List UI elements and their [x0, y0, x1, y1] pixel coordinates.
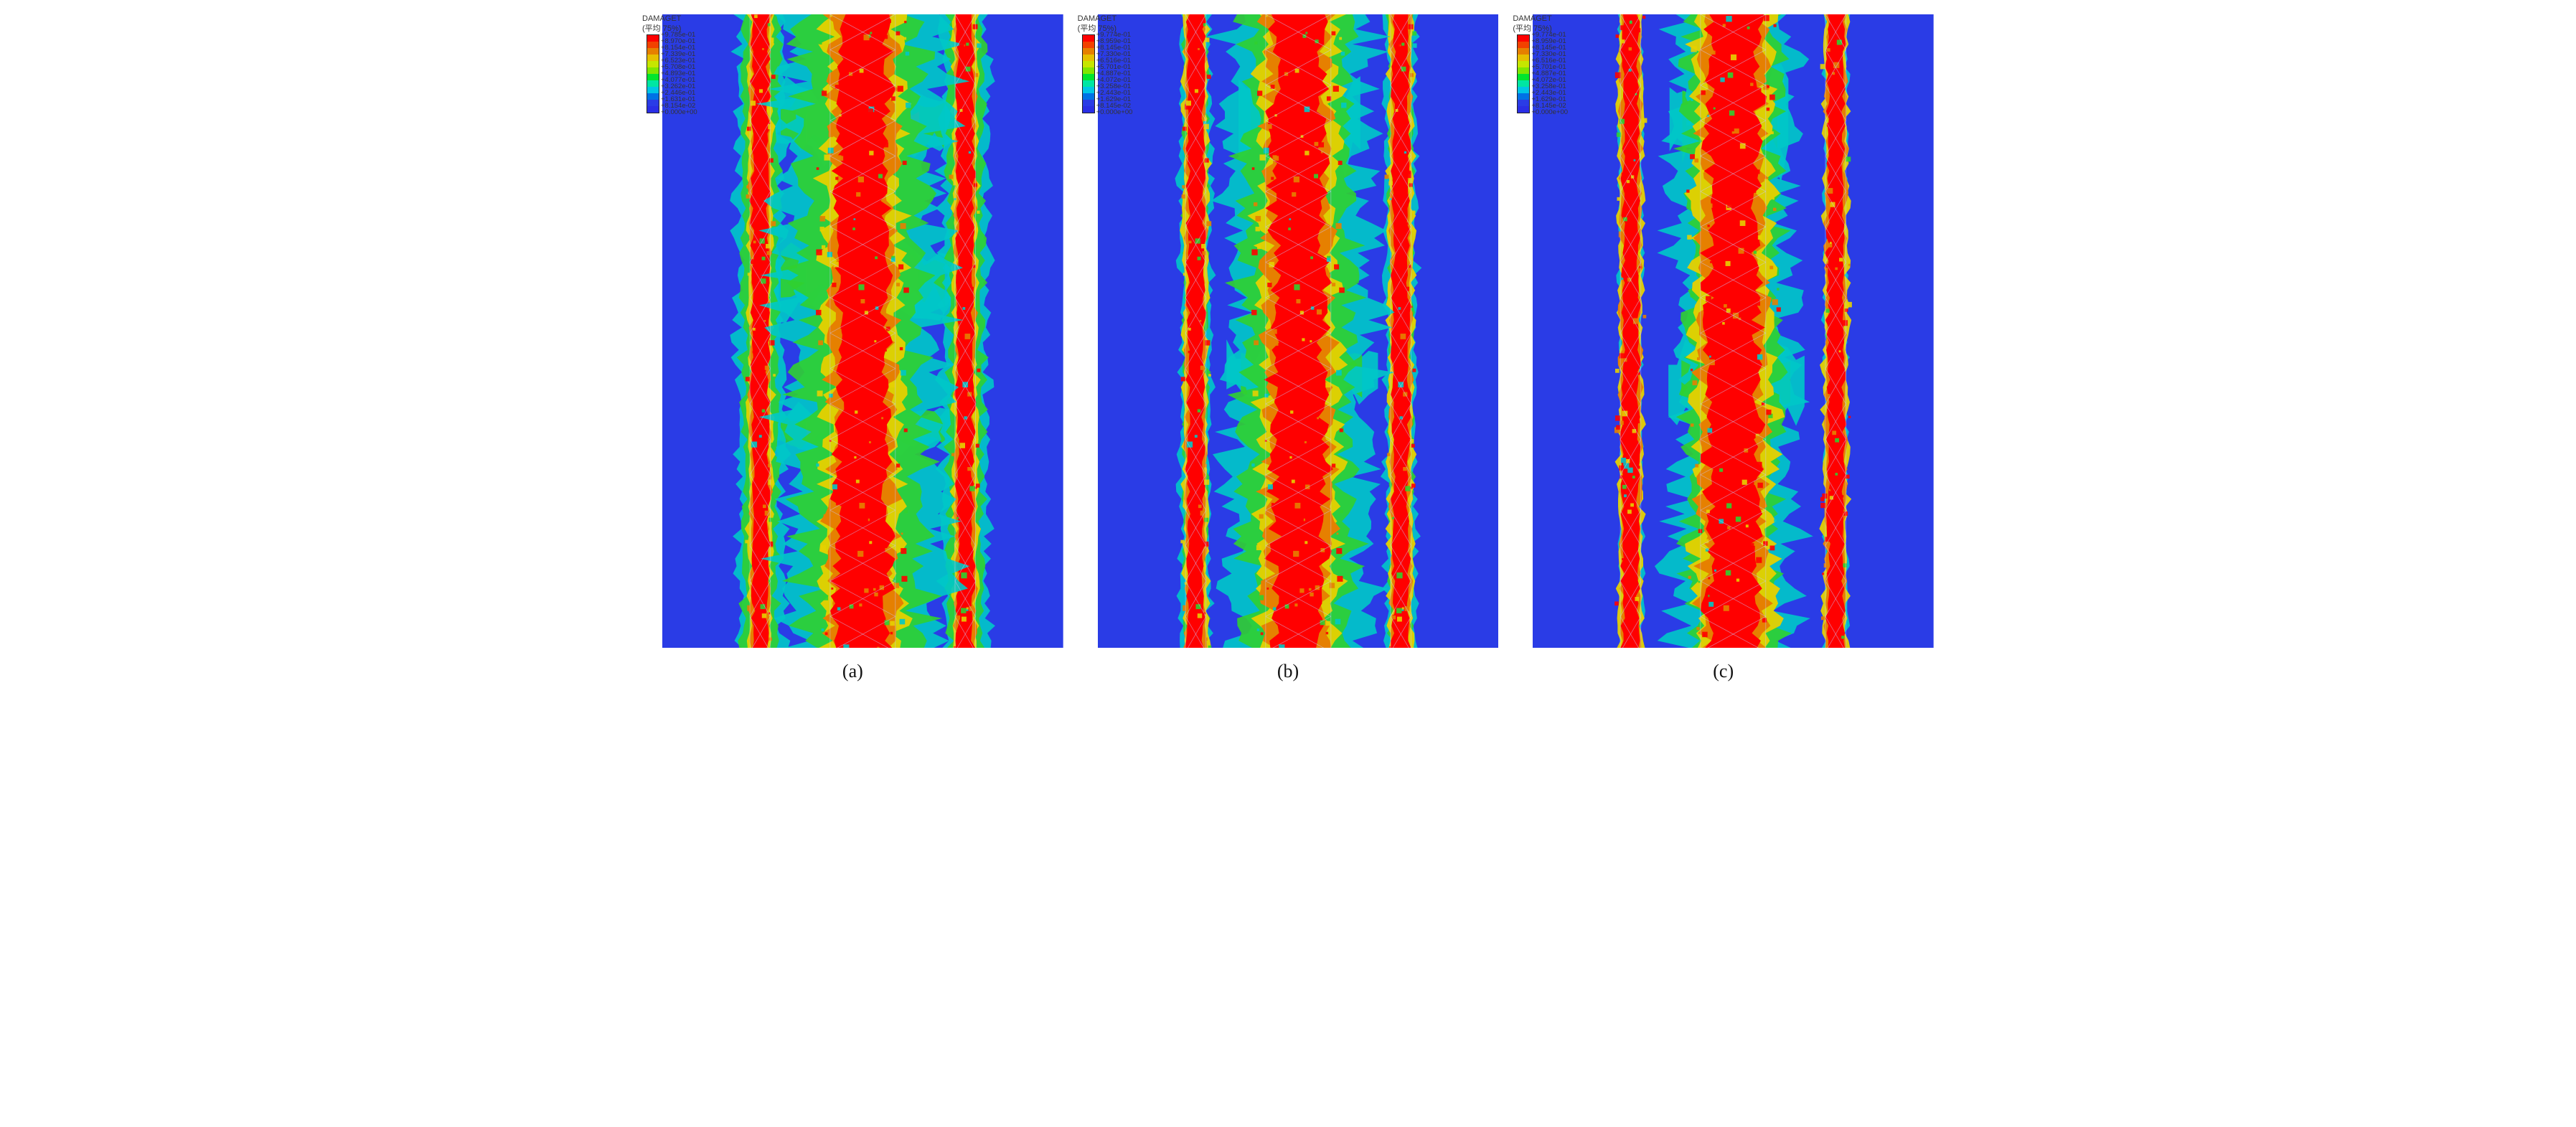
color-swatch [1518, 106, 1529, 113]
color-swatch [1518, 42, 1529, 48]
figure-container: DAMAGET (平均 75%) +9.785e-01+8.970e-01+8.… [642, 14, 1934, 682]
colorbar [647, 34, 659, 113]
color-swatch [1083, 42, 1094, 48]
color-swatch [647, 87, 659, 93]
contour-svg-a [662, 14, 1063, 648]
plot-with-legend-c: DAMAGET (平均 75%) +9.774e-01+8.959e-01+8.… [1513, 14, 1934, 648]
contour-svg-b [1098, 14, 1499, 648]
plot-with-legend-b: DAMAGET (平均 75%) +9.774e-01+8.959e-01+8.… [1078, 14, 1499, 648]
legend-title-line1: DAMAGET [642, 14, 681, 24]
color-swatch [1518, 55, 1529, 61]
color-swatch [647, 42, 659, 48]
color-swatch [1083, 106, 1094, 113]
color-swatch [1518, 48, 1529, 55]
color-swatch [647, 100, 659, 106]
color-swatch [647, 93, 659, 100]
legend-title-line1: DAMAGET [1513, 14, 1551, 24]
color-swatch [647, 61, 659, 67]
subfigure-caption-c: (c) [1713, 661, 1734, 682]
legend-labels: +9.774e-01+8.959e-01+8.145e-01+7.330e-01… [1096, 34, 1133, 118]
contour-plot-a [662, 14, 1063, 648]
color-swatch [647, 55, 659, 61]
subfigure-b: DAMAGET (平均 75%) +9.774e-01+8.959e-01+8.… [1078, 14, 1499, 682]
legend-body-a: +9.785e-01+8.970e-01+8.154e-01+7.339e-01… [647, 34, 697, 118]
legend-body-b: +9.774e-01+8.959e-01+8.145e-01+7.330e-01… [1082, 34, 1133, 118]
color-swatch [647, 80, 659, 87]
legend-labels: +9.774e-01+8.959e-01+8.145e-01+7.330e-01… [1531, 34, 1568, 118]
plot-with-legend-a: DAMAGET (平均 75%) +9.785e-01+8.970e-01+8.… [642, 14, 1063, 648]
color-swatch [1083, 55, 1094, 61]
color-swatch [1518, 87, 1529, 93]
legend-a: DAMAGET (平均 75%) +9.785e-01+8.970e-01+8.… [642, 14, 697, 118]
colorbar [1517, 34, 1530, 113]
color-swatch [1518, 35, 1529, 42]
legend-b: DAMAGET (平均 75%) +9.774e-01+8.959e-01+8.… [1078, 14, 1133, 118]
subfigure-c: DAMAGET (平均 75%) +9.774e-01+8.959e-01+8.… [1513, 14, 1934, 682]
legend-labels: +9.785e-01+8.970e-01+8.154e-01+7.339e-01… [661, 34, 697, 118]
legend-title-line1: DAMAGET [1078, 14, 1117, 24]
color-swatch [1518, 61, 1529, 67]
color-swatch [1083, 87, 1094, 93]
subfigure-caption-b: (b) [1277, 661, 1299, 682]
color-swatch [1083, 48, 1094, 55]
color-swatch [647, 106, 659, 113]
color-swatch [1083, 74, 1094, 80]
color-swatch [647, 74, 659, 80]
subfigure-caption-a: (a) [842, 661, 863, 682]
legend-label: +0.000e+00 [1531, 109, 1568, 115]
color-swatch [1083, 100, 1094, 106]
contour-plot-c [1533, 14, 1934, 648]
color-swatch [1083, 80, 1094, 87]
legend-label: +0.000e+00 [661, 109, 697, 115]
color-swatch [1083, 61, 1094, 67]
color-swatch [1083, 67, 1094, 74]
color-swatch [1518, 74, 1529, 80]
legend-c: DAMAGET (平均 75%) +9.774e-01+8.959e-01+8.… [1513, 14, 1568, 118]
legend-label: +0.000e+00 [1096, 109, 1133, 115]
color-swatch [1083, 35, 1094, 42]
color-swatch [1518, 93, 1529, 100]
color-swatch [647, 48, 659, 55]
legend-body-c: +9.774e-01+8.959e-01+8.145e-01+7.330e-01… [1517, 34, 1568, 118]
contour-plot-b [1098, 14, 1499, 648]
subfigure-a: DAMAGET (平均 75%) +9.785e-01+8.970e-01+8.… [642, 14, 1063, 682]
color-swatch [647, 67, 659, 74]
color-swatch [1518, 80, 1529, 87]
color-swatch [1518, 67, 1529, 74]
color-swatch [647, 35, 659, 42]
colorbar [1082, 34, 1095, 113]
color-swatch [1518, 100, 1529, 106]
contour-svg-c [1533, 14, 1934, 648]
color-swatch [1083, 93, 1094, 100]
